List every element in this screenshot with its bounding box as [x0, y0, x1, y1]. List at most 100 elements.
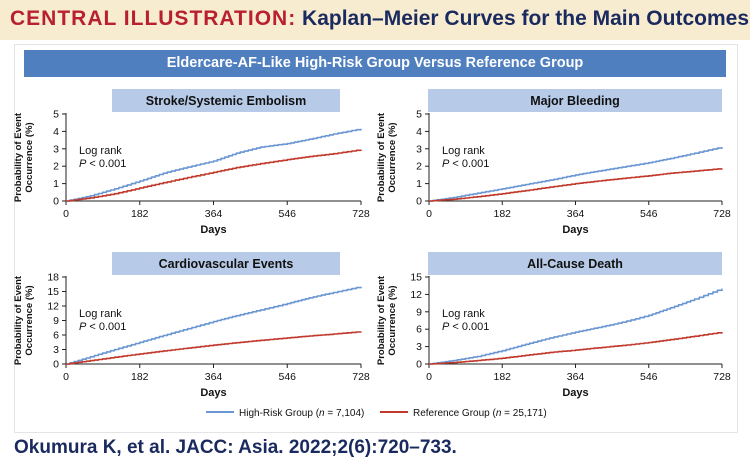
series-line-reference [429, 168, 723, 202]
x-tick-label: 546 [278, 208, 296, 220]
legend-label-high-risk: High-Risk Group ( [239, 408, 320, 419]
y-tick-label: 3 [53, 143, 59, 155]
x-tick-label: 0 [426, 371, 432, 383]
y-axis-label-line2: Occurrence (%) [387, 122, 398, 192]
legend-swatch-reference [380, 411, 408, 414]
y-tick-label: 1 [53, 178, 59, 190]
legend: High-Risk Group (n = 7,104) Reference Gr… [206, 408, 586, 424]
legend-label-reference: Reference Group ( [413, 408, 496, 419]
chart-title-bar [112, 252, 340, 275]
p-value: < 0.001 [449, 321, 489, 333]
y-tick-label: 9 [416, 306, 422, 318]
log-rank-label: Log rank [79, 145, 122, 157]
x-axis-label: Days [200, 224, 226, 236]
x-tick-label: 728 [713, 371, 731, 383]
y-tick-label: 2 [53, 161, 59, 173]
y-tick-label: 4 [416, 126, 422, 138]
comparison-banner: Eldercare-AF-Like High-Risk Group Versus… [24, 50, 726, 77]
y-tick-label: 3 [416, 341, 422, 353]
p-symbol: P [79, 158, 87, 170]
y-tick-label: 3 [53, 344, 59, 356]
chart-3: Cardiovascular Events 0 3 6 9 12 15 18 0 182 364 54… [13, 252, 370, 399]
x-tick-label: 0 [63, 371, 69, 383]
y-axis-label-line2: Occurrence (%) [387, 285, 398, 355]
series-line-high-risk [66, 286, 362, 365]
legend-item-reference: Reference Group (n = 25,171) [380, 408, 547, 419]
p-value-label: P < 0.001 [79, 158, 126, 170]
p-value-label: P < 0.001 [79, 321, 126, 333]
citation: Okumura K, et al. JACC: Asia. 2022;2(6):… [14, 437, 457, 458]
legend-n-high-risk: n [319, 408, 325, 419]
x-tick-label: 182 [131, 208, 149, 220]
page-title: CENTRAL ILLUSTRATION: Kaplan–Meier Curve… [10, 7, 749, 31]
x-tick-label: 546 [640, 208, 658, 220]
log-rank-label: Log rank [442, 308, 485, 320]
chart-title: Cardiovascular Events [159, 257, 294, 271]
y-axis-label-line2: Occurrence (%) [24, 122, 35, 192]
x-tick-label: 364 [205, 371, 223, 383]
chart-title: Stroke/Systemic Embolism [146, 94, 306, 108]
chart-title-bar [428, 89, 722, 112]
chart-4: All-Cause Death 0 3 6 9 12 15 0 182 364 546 728 Days… [376, 252, 731, 399]
log-rank-label: Log rank [442, 145, 485, 157]
y-tick-label: 1 [416, 178, 422, 190]
legend-item-high-risk: High-Risk Group (n = 7,104) [206, 408, 364, 419]
x-tick-label: 546 [640, 371, 658, 383]
x-tick-label: 728 [352, 208, 370, 220]
y-tick-label: 2 [416, 161, 422, 173]
y-tick-label: 12 [410, 289, 422, 301]
chart-title-bar [428, 252, 722, 275]
x-axis-label: Days [562, 387, 588, 399]
x-tick-label: 182 [493, 208, 511, 220]
x-tick-label: 182 [131, 371, 149, 383]
p-symbol: P [79, 321, 87, 333]
y-axis-label-line1: Probability of Event [376, 275, 387, 365]
p-value: < 0.001 [449, 158, 489, 170]
x-axis-label: Days [200, 387, 226, 399]
series-line-reference [66, 331, 362, 365]
p-symbol: P [442, 321, 450, 333]
x-tick-label: 546 [278, 371, 296, 383]
y-axis-label-line1: Probability of Event [376, 112, 387, 202]
series-line-high-risk [429, 288, 723, 365]
x-tick-label: 182 [493, 371, 511, 383]
chart-2: Major Bleeding 0 1 2 3 4 5 0 182 364 546 728 Days Pro… [376, 89, 731, 236]
x-tick-label: 364 [567, 208, 585, 220]
chart-title: Major Bleeding [530, 94, 620, 108]
series-line-high-risk [429, 147, 723, 202]
p-value-label: P < 0.001 [442, 321, 489, 333]
y-tick-label: 15 [410, 272, 422, 284]
y-tick-label: 5 [53, 109, 59, 121]
legend-n-reference: n [495, 408, 502, 419]
x-tick-label: 364 [205, 208, 223, 220]
series-line-reference [66, 149, 362, 202]
p-value: < 0.001 [86, 321, 126, 333]
y-tick-label: 18 [47, 272, 59, 284]
legend-swatch-high-risk [206, 411, 234, 414]
legend-count-reference: = 25,171) [501, 408, 547, 419]
p-value-label: P < 0.001 [442, 158, 489, 170]
y-tick-label: 6 [416, 324, 422, 336]
x-tick-label: 728 [713, 208, 731, 220]
illustration-title: Kaplan–Meier Curves for the Main Outcome… [302, 7, 749, 30]
x-axis-label: Days [562, 224, 588, 236]
series-line-high-risk [66, 128, 362, 202]
central-illustration-label: CENTRAL ILLUSTRATION: [10, 7, 297, 30]
x-tick-label: 0 [426, 208, 432, 220]
y-axis-label-line2: Occurrence (%) [24, 285, 35, 355]
y-tick-label: 3 [416, 143, 422, 155]
y-tick-label: 0 [416, 359, 422, 371]
series-line-reference [429, 332, 723, 365]
y-tick-label: 6 [53, 330, 59, 342]
y-tick-label: 0 [53, 359, 59, 371]
y-axis-label-line1: Probability of Event [13, 112, 24, 202]
chart-1: Stroke/Systemic Embolism 0 1 2 3 4 5 0 182 364 546… [13, 89, 370, 236]
y-axis-label-line1: Probability of Event [13, 275, 24, 365]
chart-title: All-Cause Death [527, 257, 623, 271]
y-tick-label: 4 [53, 126, 59, 138]
chart-title-bar [112, 89, 340, 112]
x-tick-label: 0 [63, 208, 69, 220]
x-tick-label: 728 [352, 371, 370, 383]
y-tick-label: 5 [416, 109, 422, 121]
